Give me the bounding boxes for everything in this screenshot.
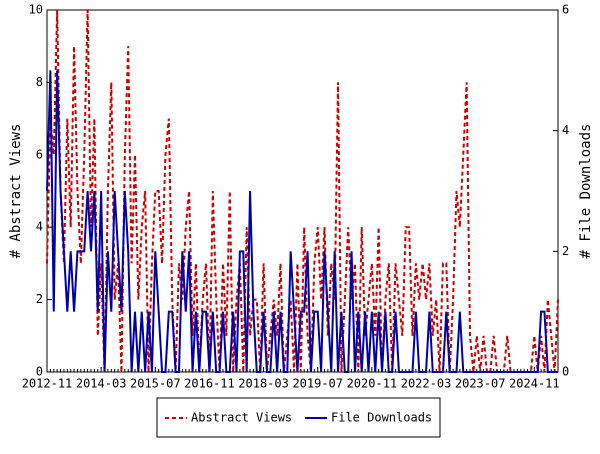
y2-tick-label: 4 xyxy=(562,123,569,137)
legend-label: Abstract Views xyxy=(191,411,292,425)
x-tick-label: 2018-03 xyxy=(238,377,289,391)
y2-tick-label: 0 xyxy=(562,365,569,379)
y2-tick-label: 2 xyxy=(562,244,569,258)
y-tick-label: 0 xyxy=(36,365,43,379)
x-tick-label: 2023-07 xyxy=(455,377,506,391)
x-tick-label: 2014-03 xyxy=(76,377,127,391)
y2-tick-label: 6 xyxy=(562,3,569,17)
y-tick-label: 10 xyxy=(29,3,43,17)
y-tick-label: 2 xyxy=(36,292,43,306)
x-tick-label: 2024-11 xyxy=(509,377,560,391)
x-tick-label: 2015-07 xyxy=(130,377,181,391)
x-tick-label: 2016-11 xyxy=(184,377,235,391)
y2-axis-title: # File Downloads xyxy=(578,124,594,259)
y-axis-title: # Abstract Views xyxy=(8,124,24,259)
x-tick-label: 2012-11 xyxy=(22,377,73,391)
series-line xyxy=(46,9,559,373)
legend-label: File Downloads xyxy=(331,411,432,425)
x-tick-label: 2022-03 xyxy=(401,377,452,391)
x-tick-label: 2020-11 xyxy=(347,377,398,391)
legend-box xyxy=(156,397,441,438)
series-line xyxy=(46,70,558,373)
x-tick-label: 2019-07 xyxy=(292,377,343,391)
y-tick-label: 4 xyxy=(36,220,43,234)
y-tick-label: 6 xyxy=(36,147,43,161)
y-tick-label: 8 xyxy=(36,75,43,89)
